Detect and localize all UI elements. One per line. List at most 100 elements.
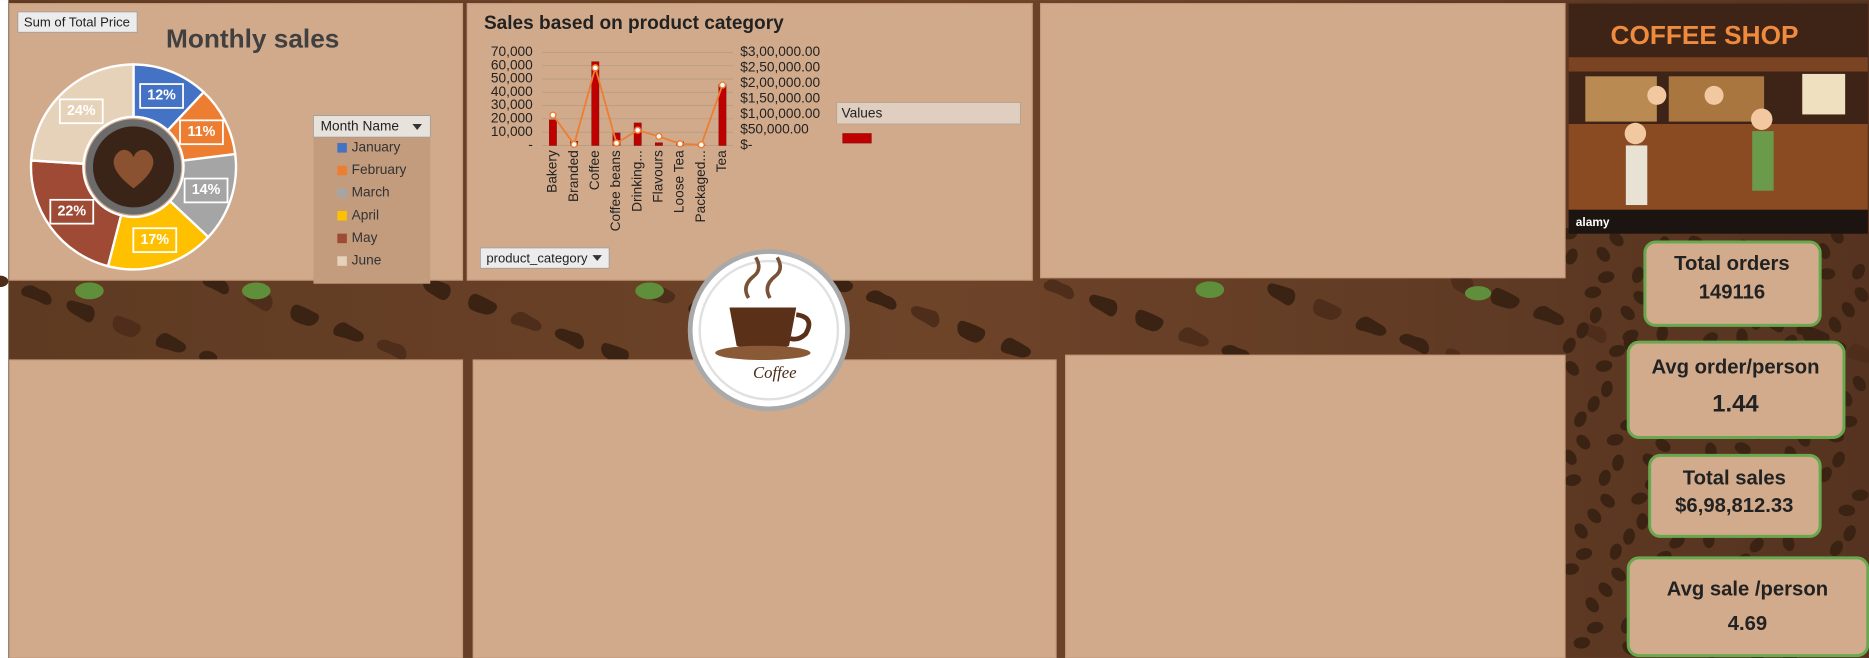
y-tick-label: 40,000 [491,84,533,99]
line-marker [591,64,600,72]
bean [1669,535,1685,549]
filter-button[interactable] [17,11,138,33]
legend-swatch[interactable] [337,188,347,198]
x-tick-label: Tea [714,150,729,172]
legend-header[interactable] [313,115,431,138]
bean [1043,279,1061,292]
x-tick-label: Packaged... [693,150,708,222]
bean [1782,534,1795,552]
data-label: 14% [192,182,221,198]
leaf [1195,281,1225,299]
bean [333,322,349,337]
bean [1623,528,1635,545]
bean [910,306,927,320]
x-tick-label: Drinking... [629,150,644,212]
bean [1656,325,1669,342]
bean [1573,637,1591,649]
bean [1135,309,1147,327]
line-marker [612,139,621,147]
bean [1562,563,1580,575]
bean [1597,271,1615,284]
bean [1574,523,1588,539]
kpi-value: $6,98,812.33 [1675,495,1793,517]
bean [1609,543,1622,560]
bean [1576,322,1589,339]
data-label-box [179,119,224,146]
bar [633,122,642,146]
legend-swatch[interactable] [337,143,347,153]
bean [1631,492,1648,505]
kpi-card [1626,556,1869,658]
x-tick-label: Bakery [545,150,560,193]
bean [1854,287,1869,302]
bean [1734,442,1751,455]
data-label: 22% [57,204,86,220]
bean [1576,434,1591,450]
legend-title: Month Name [321,119,399,134]
bean [1632,266,1644,284]
logo-steam [744,256,761,299]
sheet-margin [0,0,9,658]
bean [1565,248,1578,265]
kpi-label: Avg sale /person [1667,578,1828,600]
x-tick-label: Coffee beans [608,150,623,231]
y2-tick-label: $1,50,000.00 [740,91,820,106]
filter-button-label: product_category [486,251,588,266]
legend-swatch [842,133,872,144]
panel [8,359,464,658]
y-tick-label: - [528,137,533,152]
x-tick-label: Flavours [651,150,666,203]
bean [1399,333,1416,346]
dropdown-arrow[interactable] [412,123,422,130]
line-marker [697,141,705,149]
bean [1178,327,1193,342]
banner-title: COFFEE SHOP [1611,20,1799,50]
logo-saucer [715,345,811,360]
filter-button[interactable] [480,247,610,269]
legend-label[interactable]: January [352,139,401,154]
bean [1313,298,1325,316]
kpi-label: Total orders [1674,253,1790,275]
bean [468,293,480,311]
bean [1847,343,1861,359]
legend-label[interactable]: March [352,185,390,200]
legend-label[interactable]: February [352,162,407,177]
bean [1636,513,1649,530]
banner-figure [1752,131,1774,191]
leaf [241,282,271,300]
bean [0,275,9,288]
banner-roof [1568,57,1868,72]
legend-label[interactable]: June [352,253,382,268]
line-marker [718,81,727,89]
line-marker [634,126,642,134]
bean [1749,538,1764,553]
bean [1089,294,1104,309]
legend-swatch[interactable] [337,233,347,244]
bean [1587,396,1600,413]
logo-ring [698,259,840,401]
bean [1600,493,1615,508]
data-label-box [132,227,178,253]
banner-figure [1625,145,1648,206]
legend-swatch[interactable] [337,165,347,176]
legend-swatch[interactable] [337,210,347,221]
bean [1589,306,1602,324]
data-label: 24% [67,103,96,119]
bean [1843,525,1856,542]
legend-title: Values [842,105,883,120]
legend-label[interactable]: April [352,207,379,222]
bean [1841,301,1855,318]
line-marker [570,140,578,149]
x-tick-label: Coffee [587,150,602,190]
bean [1828,316,1842,333]
dropdown-arrow[interactable] [592,255,602,262]
kpi-value: 4.69 [1728,613,1767,635]
bean [1606,434,1624,446]
legend-swatch[interactable] [337,256,347,266]
leaf [1464,286,1492,301]
bean [510,311,527,325]
y2-tick-label: $3,00,000.00 [740,44,820,59]
legend-label[interactable]: May [352,230,378,245]
